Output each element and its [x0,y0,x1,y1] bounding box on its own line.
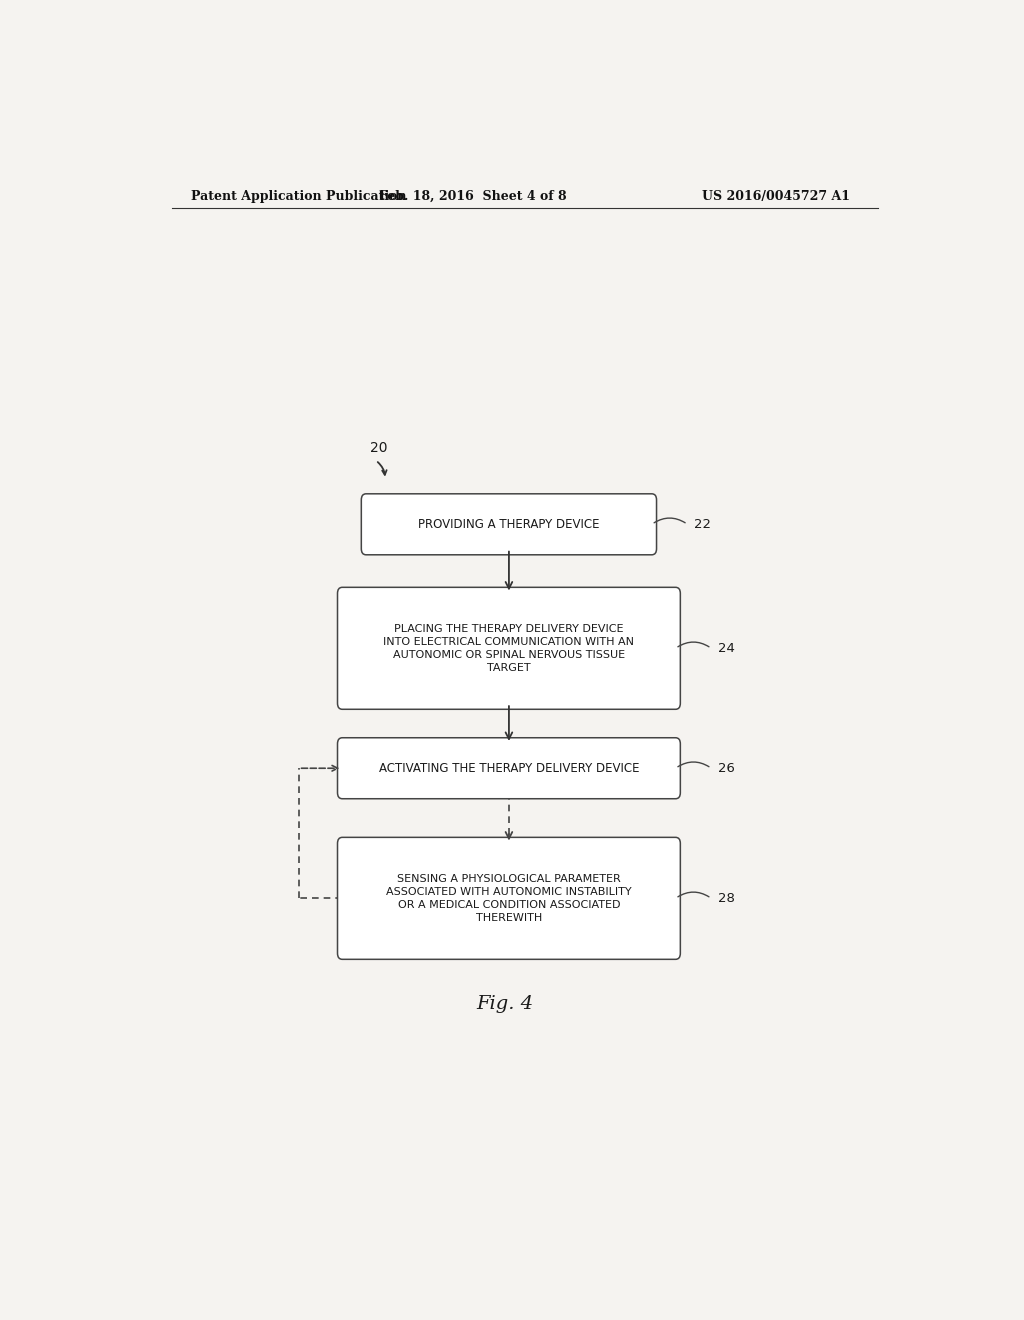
FancyBboxPatch shape [338,587,680,709]
Text: 22: 22 [694,517,711,531]
Text: ACTIVATING THE THERAPY DELIVERY DEVICE: ACTIVATING THE THERAPY DELIVERY DEVICE [379,762,639,775]
Text: 28: 28 [718,892,734,904]
FancyBboxPatch shape [361,494,656,554]
Text: 20: 20 [370,441,387,455]
Text: PLACING THE THERAPY DELIVERY DEVICE
INTO ELECTRICAL COMMUNICATION WITH AN
AUTONO: PLACING THE THERAPY DELIVERY DEVICE INTO… [383,624,635,672]
Text: US 2016/0045727 A1: US 2016/0045727 A1 [702,190,850,203]
FancyBboxPatch shape [338,738,680,799]
Text: Fig. 4: Fig. 4 [476,995,534,1012]
Text: PROVIDING A THERAPY DEVICE: PROVIDING A THERAPY DEVICE [418,517,600,531]
Text: SENSING A PHYSIOLOGICAL PARAMETER
ASSOCIATED WITH AUTONOMIC INSTABILITY
OR A MED: SENSING A PHYSIOLOGICAL PARAMETER ASSOCI… [386,874,632,923]
Text: Patent Application Publication: Patent Application Publication [191,190,407,203]
FancyBboxPatch shape [338,837,680,960]
Text: 24: 24 [718,642,734,655]
Text: Feb. 18, 2016  Sheet 4 of 8: Feb. 18, 2016 Sheet 4 of 8 [380,190,567,203]
Text: 26: 26 [718,762,734,775]
